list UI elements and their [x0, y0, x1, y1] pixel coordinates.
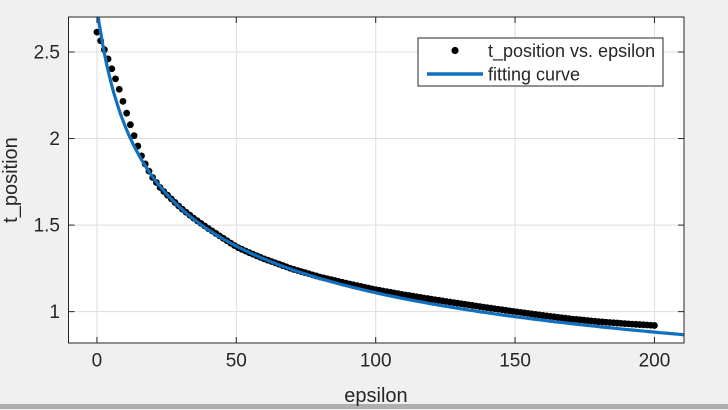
y-tick-label: 2.5	[34, 43, 60, 64]
legend-box[interactable]: t_position vs. epsilon fitting curve	[417, 37, 664, 87]
data-point	[93, 28, 101, 36]
data-point	[119, 97, 127, 105]
legend-frame	[417, 37, 664, 87]
y-tick-label: 1.5	[34, 216, 60, 237]
x-axis-label: epsilon	[344, 385, 407, 407]
x-tick-labels: 0 50 100 150 200	[92, 351, 671, 372]
y-tick-label: 2	[49, 129, 60, 150]
legend-entry-line: fitting curve	[488, 65, 580, 85]
fitting-curve-line[interactable]	[93, 0, 684, 337]
legend-scatter-marker-icon	[451, 46, 459, 55]
y-axis-label: t_position	[0, 137, 22, 223]
y-tick-label: 1	[49, 302, 60, 323]
data-point	[651, 322, 658, 329]
x-tick-label: 200	[639, 351, 671, 372]
legend-entry-scatter: t_position vs. epsilon	[488, 41, 655, 62]
axes-border	[68, 16, 685, 344]
window-bottom-edge	[0, 404, 728, 409]
data-point	[108, 65, 116, 73]
data-point	[123, 109, 131, 117]
data-point	[130, 132, 138, 140]
fitting-curve-path	[96, 17, 684, 337]
data-point	[126, 121, 134, 129]
grid-lines	[68, 17, 684, 343]
y-tick-labels: 1 1.5 2 2.5	[34, 43, 60, 324]
tick-marks	[68, 17, 684, 343]
x-tick-label: 150	[499, 351, 531, 372]
x-tick-label: 50	[226, 351, 247, 372]
x-tick-label: 100	[360, 351, 392, 372]
x-tick-label: 0	[92, 351, 103, 372]
data-point	[115, 85, 123, 93]
data-point	[112, 75, 119, 83]
